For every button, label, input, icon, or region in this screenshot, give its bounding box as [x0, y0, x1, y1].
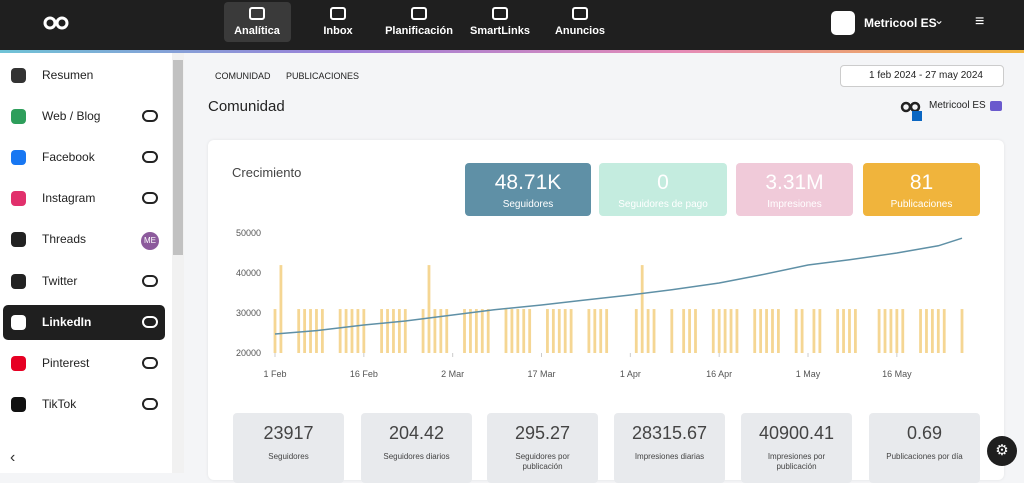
nav-icon[interactable]: [249, 7, 265, 20]
account-avatar[interactable]: [831, 11, 855, 35]
nav-label[interactable]: SmartLinks: [470, 25, 530, 37]
kpi-value: 0: [657, 171, 669, 194]
section-title: Comunidad: [208, 98, 285, 115]
chart-title: Crecimiento: [232, 165, 302, 180]
side-label[interactable]: Resumen: [42, 68, 94, 82]
stat-value: 295.27: [514, 423, 571, 443]
top-bar: Metricool ES ⌄ ≡ Analítica Inbox Planifica…: [0, 0, 1024, 50]
stat-label: Publicaciones por día: [886, 452, 963, 461]
side-icon[interactable]: [11, 68, 26, 83]
kpi-label: Publicaciones: [890, 199, 953, 210]
stat-value: 40900.41: [758, 423, 835, 443]
kpi-label: Seguidores: [502, 199, 554, 210]
date-picker[interactable]: [840, 65, 1004, 87]
nav-icon[interactable]: [492, 7, 508, 20]
nav-label[interactable]: Planificación: [385, 25, 453, 37]
nav-label[interactable]: Analítica: [234, 25, 280, 37]
stat-value: 204.42: [388, 423, 445, 443]
side-label[interactable]: LinkedIn: [42, 314, 92, 329]
account-badge: [142, 397, 158, 410]
side-label[interactable]: Threads: [42, 232, 87, 247]
side-icon[interactable]: [11, 396, 26, 412]
nav-label[interactable]: Inbox: [323, 25, 353, 37]
kpi-value: 48.71K: [494, 171, 562, 194]
stat-label: Impresiones por publicación: [767, 452, 826, 471]
stat-label: Seguidores diarios: [383, 452, 450, 461]
stat-value: 0.69: [906, 423, 943, 443]
account-badge: [142, 110, 158, 123]
logo[interactable]: [42, 14, 70, 32]
kpi-card[interactable]: 3.31M Impresiones: [736, 163, 853, 216]
kpi-card[interactable]: 81 Publicaciones: [863, 163, 980, 216]
sidebar: ‹ Resumen Web / Blog Facebook Instagram Thre…: [0, 53, 172, 473]
stat-label: Seguidores: [268, 452, 309, 461]
side-label[interactable]: Web / Blog: [42, 109, 101, 124]
date-range[interactable]: 1 feb 2024 - 27 may 2024: [869, 70, 983, 81]
side-icon[interactable]: [11, 109, 26, 125]
side-icon[interactable]: [11, 355, 26, 371]
kpi-label: Seguidores de pago: [618, 199, 708, 210]
scroll-thumb[interactable]: [173, 60, 183, 255]
account-badge: [142, 274, 158, 287]
accent-stripe: [0, 50, 1024, 53]
account-badge: [142, 356, 158, 369]
account-badge: [142, 192, 158, 205]
side-icon[interactable]: [11, 150, 26, 166]
threads-badge: ME: [141, 232, 159, 250]
kpi-card[interactable]: 48.71K Seguidores: [465, 163, 591, 216]
side-label[interactable]: TikTok: [42, 396, 77, 411]
chevron[interactable]: ⌄: [934, 13, 945, 27]
kpi-value: 3.31M: [765, 171, 824, 194]
side-label[interactable]: Facebook: [42, 150, 95, 165]
account-badge: [142, 151, 158, 164]
kpi-card[interactable]: 0 Seguidores de pago: [599, 163, 727, 216]
collapse-button[interactable]: ‹: [10, 449, 16, 466]
kpi-value: 81: [909, 171, 934, 194]
side-icon[interactable]: [11, 273, 26, 289]
kpi-label: Impresiones: [767, 199, 822, 210]
active-item-bg: [3, 305, 165, 340]
side-icon[interactable]: [11, 191, 26, 207]
side-icon[interactable]: [11, 314, 26, 330]
tab[interactable]: COMUNIDAD: [215, 71, 271, 81]
stat-card: 28315.67 Impresiones diarias: [614, 413, 725, 483]
stat-value: 28315.67: [631, 423, 708, 443]
side-label[interactable]: Twitter: [42, 273, 78, 288]
stat-value: 23917: [263, 423, 314, 443]
settings-button[interactable]: ⚙: [987, 436, 1017, 466]
account-name[interactable]: Metricool ES: [864, 16, 937, 30]
brand-name: Metricool ES: [929, 100, 986, 111]
stat-card: 204.42 Seguidores diarios: [361, 413, 472, 483]
brand-badge: [990, 101, 1002, 111]
nav-icon[interactable]: [411, 7, 427, 20]
stat-card: 0.69 Publicaciones por día: [869, 413, 980, 483]
stat-card: 295.27 Seguidores por publicación: [487, 413, 598, 483]
brand-icon: [900, 101, 922, 121]
side-label[interactable]: Pinterest: [42, 355, 90, 370]
nav-label[interactable]: Anuncios: [554, 25, 606, 37]
stat-label: Seguidores por publicación: [515, 452, 570, 471]
side-icon[interactable]: [11, 232, 26, 248]
stat-card: 23917 Seguidores: [233, 413, 344, 483]
side-label[interactable]: Instagram: [42, 191, 96, 206]
menu-button[interactable]: ≡: [975, 13, 985, 30]
nav-icon[interactable]: [330, 7, 346, 20]
tab[interactable]: PUBLICACIONES: [286, 71, 360, 81]
account-badge: [142, 315, 158, 328]
stat-label: Impresiones diarias: [634, 452, 705, 461]
nav-icon[interactable]: [572, 7, 588, 20]
stat-card: 40900.41 Impresiones por publicación: [741, 413, 852, 483]
